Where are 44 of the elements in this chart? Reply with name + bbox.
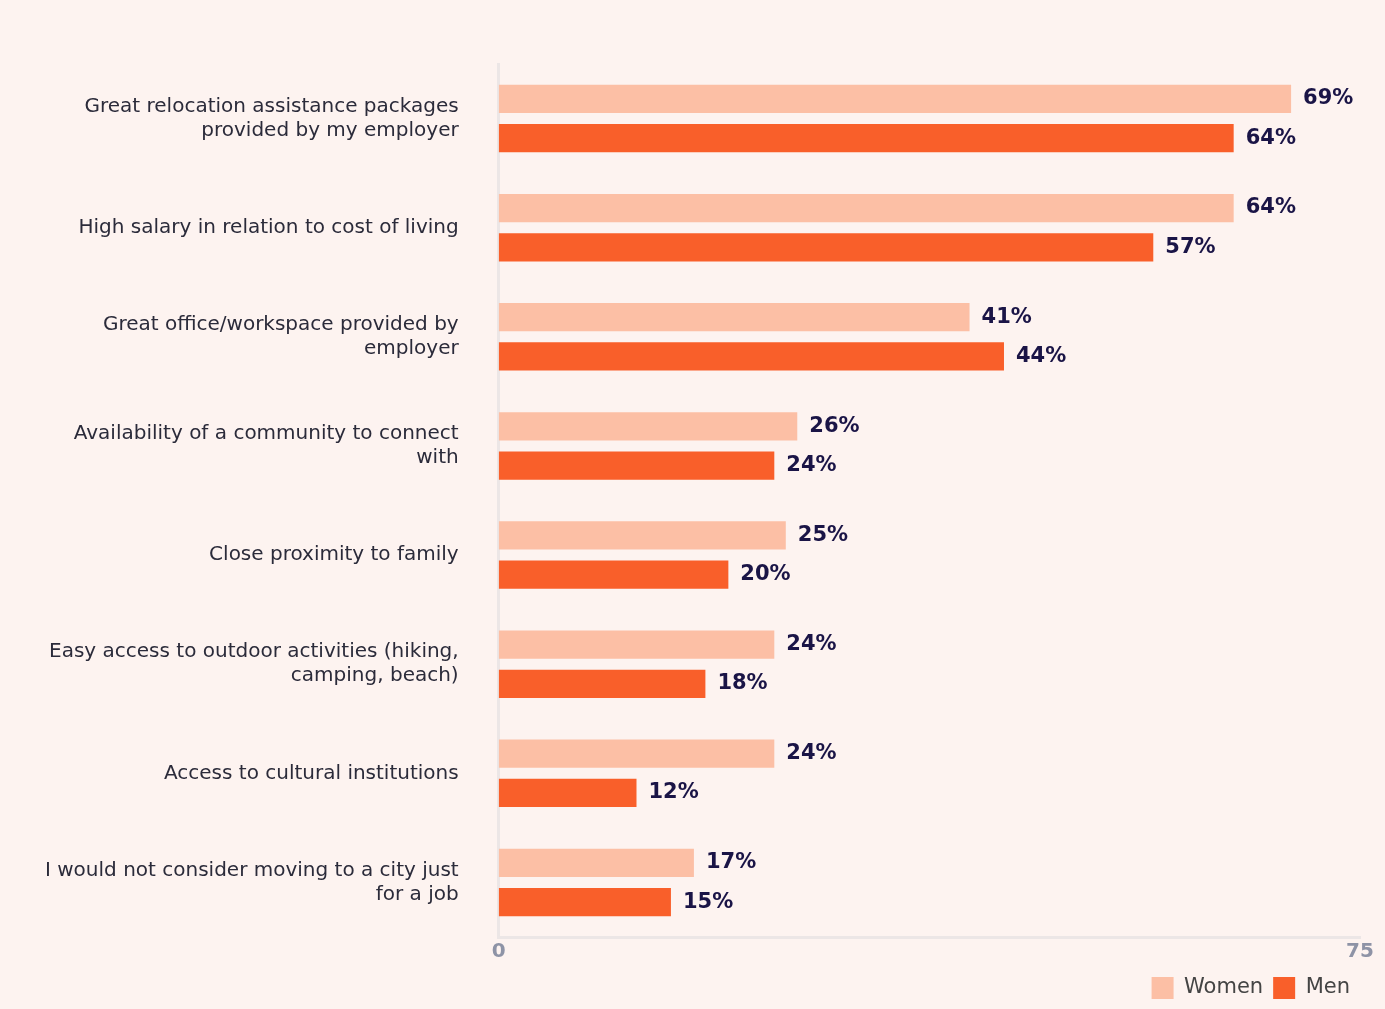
data-label: 64%	[1245, 124, 1296, 149]
x-tick-label: 0	[491, 938, 506, 963]
data-label: 20%	[740, 561, 791, 586]
bar	[498, 342, 1004, 371]
bar	[498, 778, 637, 808]
data-label: 24%	[786, 631, 837, 655]
y-tick-label: Great relocation assistance packages provided by my employer	[84, 92, 460, 141]
bar	[498, 193, 1234, 223]
bar	[498, 887, 671, 917]
y-tick-label: Access to cultural institutions	[163, 759, 459, 784]
data-label: 57%	[1165, 233, 1216, 258]
bar	[498, 412, 798, 441]
bar	[498, 560, 729, 589]
data-label: 64%	[1245, 194, 1296, 219]
legend-label: Men	[1305, 974, 1351, 999]
data-label: 25%	[797, 521, 849, 546]
data-label: 41%	[981, 303, 1032, 328]
data-label: 15%	[682, 888, 734, 913]
y-tick-label: Close proximity to family	[209, 541, 459, 566]
y-tick-label: Great office/workspace provided by employer	[102, 311, 460, 360]
data-label: 18%	[717, 670, 768, 695]
x-tick-label: 75	[1346, 938, 1374, 963]
y-tick-label: Easy access to outdoor activities (hiking, camping, beach)	[49, 638, 459, 687]
y-tick-label: High salary in relation to cost of living	[78, 213, 459, 238]
legend-label: Women	[1184, 974, 1264, 999]
data-label: 26%	[809, 412, 860, 437]
bar	[498, 124, 1234, 153]
data-label: 44%	[1015, 342, 1067, 367]
y-tick-label: I would not consider moving to a city just for a job	[44, 856, 459, 905]
data-label: 69%	[1303, 85, 1354, 110]
data-label: 24%	[786, 452, 837, 477]
bar	[498, 669, 706, 698]
data-label: 17%	[705, 849, 757, 874]
y-tick-label: Availability of a community to connect with	[73, 420, 459, 469]
bar	[498, 521, 786, 550]
data-label: 12%	[648, 779, 699, 804]
bar	[498, 233, 1154, 262]
bar	[498, 848, 694, 877]
bar	[498, 451, 775, 480]
bar	[498, 739, 775, 768]
bar	[498, 630, 775, 659]
data-label: 24%	[786, 740, 837, 765]
bar	[498, 84, 1292, 114]
bar	[498, 303, 970, 332]
